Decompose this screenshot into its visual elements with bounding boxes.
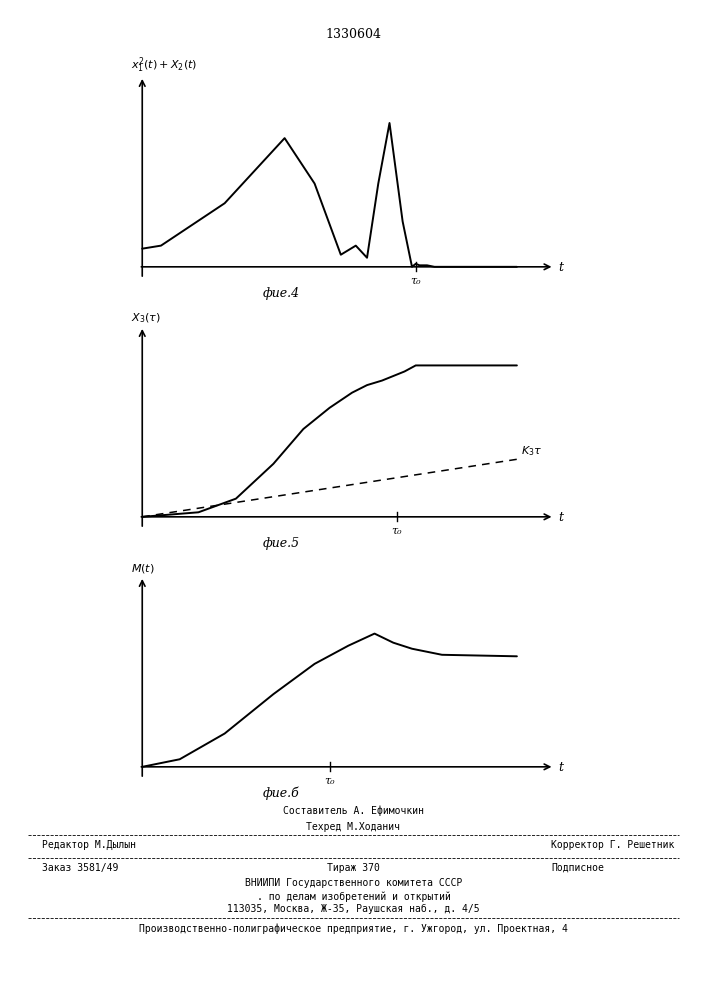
Text: $K_3\tau$: $K_3\tau$ (520, 444, 542, 458)
Text: . по делам изобретений и открытий: . по делам изобретений и открытий (257, 891, 450, 902)
Text: t: t (558, 261, 563, 274)
Text: Заказ 3581/49: Заказ 3581/49 (42, 863, 119, 873)
Text: $M(t)$: $M(t)$ (131, 562, 155, 575)
Text: τ₀: τ₀ (411, 276, 421, 286)
Text: τ₀: τ₀ (325, 776, 335, 786)
Text: ВНИИПИ Государственного комитета СССР: ВНИИПИ Государственного комитета СССР (245, 878, 462, 888)
Text: 113035, Москва, Ж-35, Раушская наб., д. 4/5: 113035, Москва, Ж-35, Раушская наб., д. … (227, 904, 480, 914)
Text: фие.5: фие.5 (262, 537, 300, 550)
Text: t: t (558, 511, 563, 524)
Text: Редактор М.Дылын: Редактор М.Дылын (42, 840, 136, 850)
Text: $X_3(\tau)$: $X_3(\tau)$ (131, 311, 160, 325)
Text: Составитель А. Ефимочкин: Составитель А. Ефимочкин (283, 805, 424, 816)
Text: Производственно-полиграфическое предприятие, г. Ужгород, ул. Проектная, 4: Производственно-полиграфическое предприя… (139, 924, 568, 934)
Text: Подписное: Подписное (551, 863, 604, 873)
Text: Тираж 370: Тираж 370 (327, 863, 380, 873)
Text: t: t (558, 761, 563, 774)
Text: Техред М.Ходанич: Техред М.Ходанич (307, 822, 400, 832)
Text: 1330604: 1330604 (325, 28, 382, 41)
Text: $x_1^2(t)+X_2(t)$: $x_1^2(t)+X_2(t)$ (131, 55, 197, 75)
Text: Корректор Г. Решетник: Корректор Г. Решетник (551, 840, 675, 850)
Text: фие.4: фие.4 (262, 287, 300, 300)
Text: фие.б: фие.б (262, 787, 299, 800)
Text: τ₀: τ₀ (392, 526, 402, 536)
